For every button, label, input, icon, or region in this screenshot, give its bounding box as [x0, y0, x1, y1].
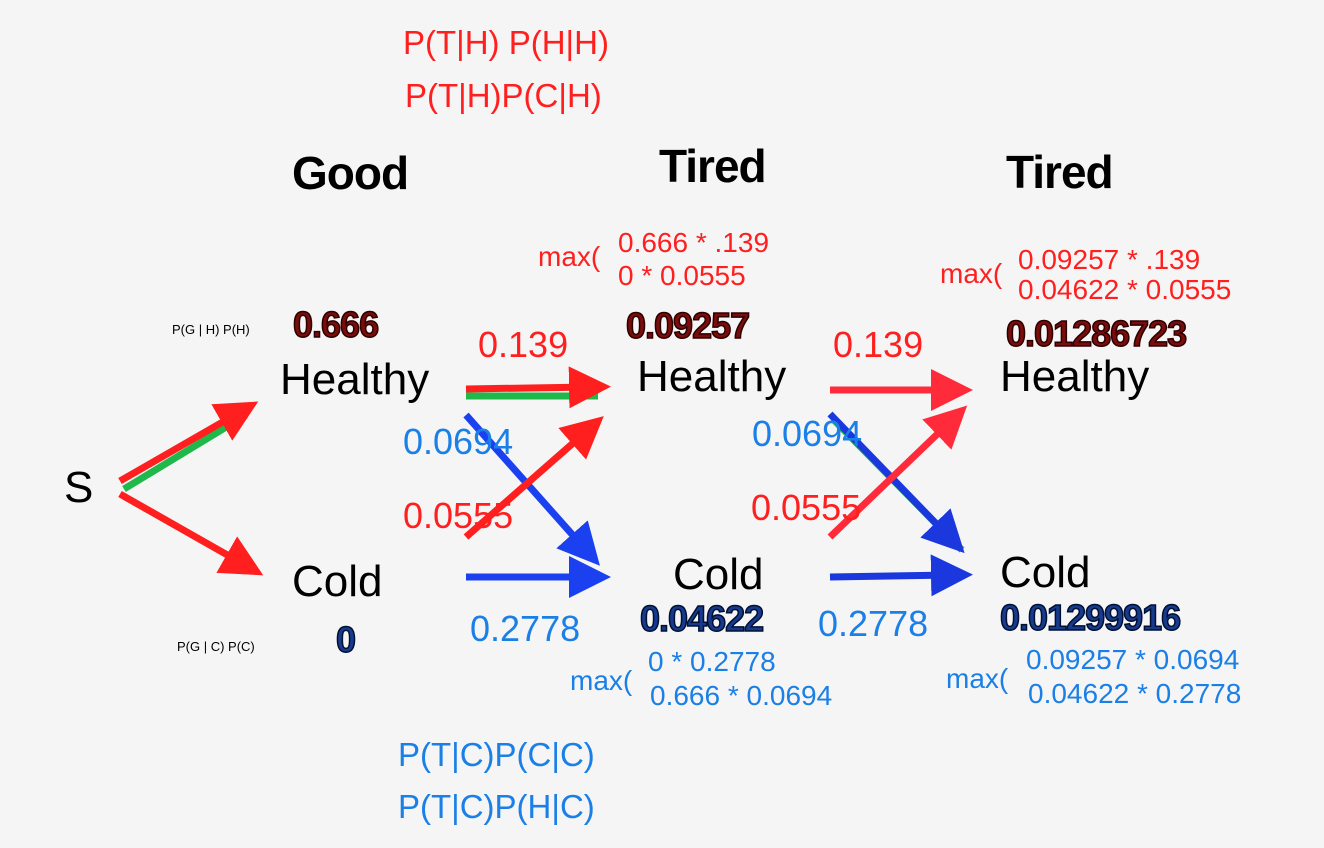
formula-bottom-line2: P(T|C)P(H|C): [398, 788, 595, 825]
observation-header-3: Tired: [1006, 146, 1114, 198]
observation-header-1: Good: [292, 147, 409, 199]
state-cold-2: Cold: [673, 550, 764, 599]
start-node: S: [64, 463, 94, 512]
formula-top-line2: P(T|H)P(C|H): [405, 77, 602, 114]
state-healthy-1: Healthy: [280, 355, 430, 404]
initial-cold-prob-label: P(G | C) P(C): [177, 639, 255, 654]
score-healthy-1: 0.666: [292, 304, 380, 345]
max-term2-cold-3: 0.04622 * 0.2778: [1028, 678, 1242, 709]
max-term1-healthy-3: 0.09257 * .139: [1018, 244, 1201, 275]
arrow-s-healthy-green: [122, 412, 248, 492]
arrow-c2-c3: [829, 554, 973, 597]
max-label-cold-2: max(: [570, 665, 633, 696]
max-term2-healthy-3: 0.04622 * 0.0555: [1018, 274, 1232, 305]
max-label-cold-3: max(: [946, 663, 1009, 694]
trans-hh-1: 0.139: [478, 324, 569, 365]
state-cold-1: Cold: [292, 557, 383, 606]
trans-cc-1: 0.2778: [470, 608, 581, 649]
score-cold-2: 0.04622: [639, 598, 765, 639]
trans-hc-1: 0.0694: [403, 421, 514, 462]
arrow-s-cold: [118, 490, 264, 576]
trans-cc-2: 0.2778: [818, 603, 929, 644]
initial-healthy-prob-label: P(G | H) P(H): [172, 322, 250, 337]
observation-header-2: Tired: [659, 140, 767, 192]
state-cold-3: Cold: [1000, 548, 1091, 597]
max-label-healthy-2: max(: [538, 241, 601, 272]
trans-ch-1: 0.0555: [403, 495, 514, 536]
state-healthy-2: Healthy: [637, 352, 787, 401]
max-term2-cold-2: 0.666 * 0.0694: [650, 680, 833, 711]
arrow-c1-h2: [463, 416, 604, 540]
formula-bottom-line1: P(T|C)P(C|C): [398, 736, 595, 773]
score-healthy-3: 0.01286723: [1005, 313, 1188, 354]
max-label-healthy-3: max(: [940, 258, 1003, 289]
score-healthy-2: 0.09257: [625, 305, 751, 346]
arrow-s-healthy: [118, 401, 259, 485]
arrow-h1-h2: [465, 366, 611, 409]
arrow-c2-h3: [827, 405, 968, 540]
trans-ch-2: 0.0555: [751, 487, 862, 528]
max-term1-healthy-2: 0.666 * .139: [618, 227, 770, 258]
state-healthy-3: Healthy: [1000, 352, 1150, 401]
formula-top-line1: P(T|H) P(H|H): [403, 24, 609, 61]
score-cold-3: 0.01299916: [999, 597, 1182, 638]
trans-hc-2: 0.0694: [752, 413, 863, 454]
max-term2-healthy-2: 0 * 0.0555: [618, 260, 746, 291]
score-cold-1: 0: [335, 619, 357, 660]
trans-hh-2: 0.139: [833, 324, 924, 365]
max-term1-cold-3: 0.09257 * 0.0694: [1026, 644, 1240, 675]
max-term1-cold-2: 0 * 0.2778: [648, 646, 776, 677]
